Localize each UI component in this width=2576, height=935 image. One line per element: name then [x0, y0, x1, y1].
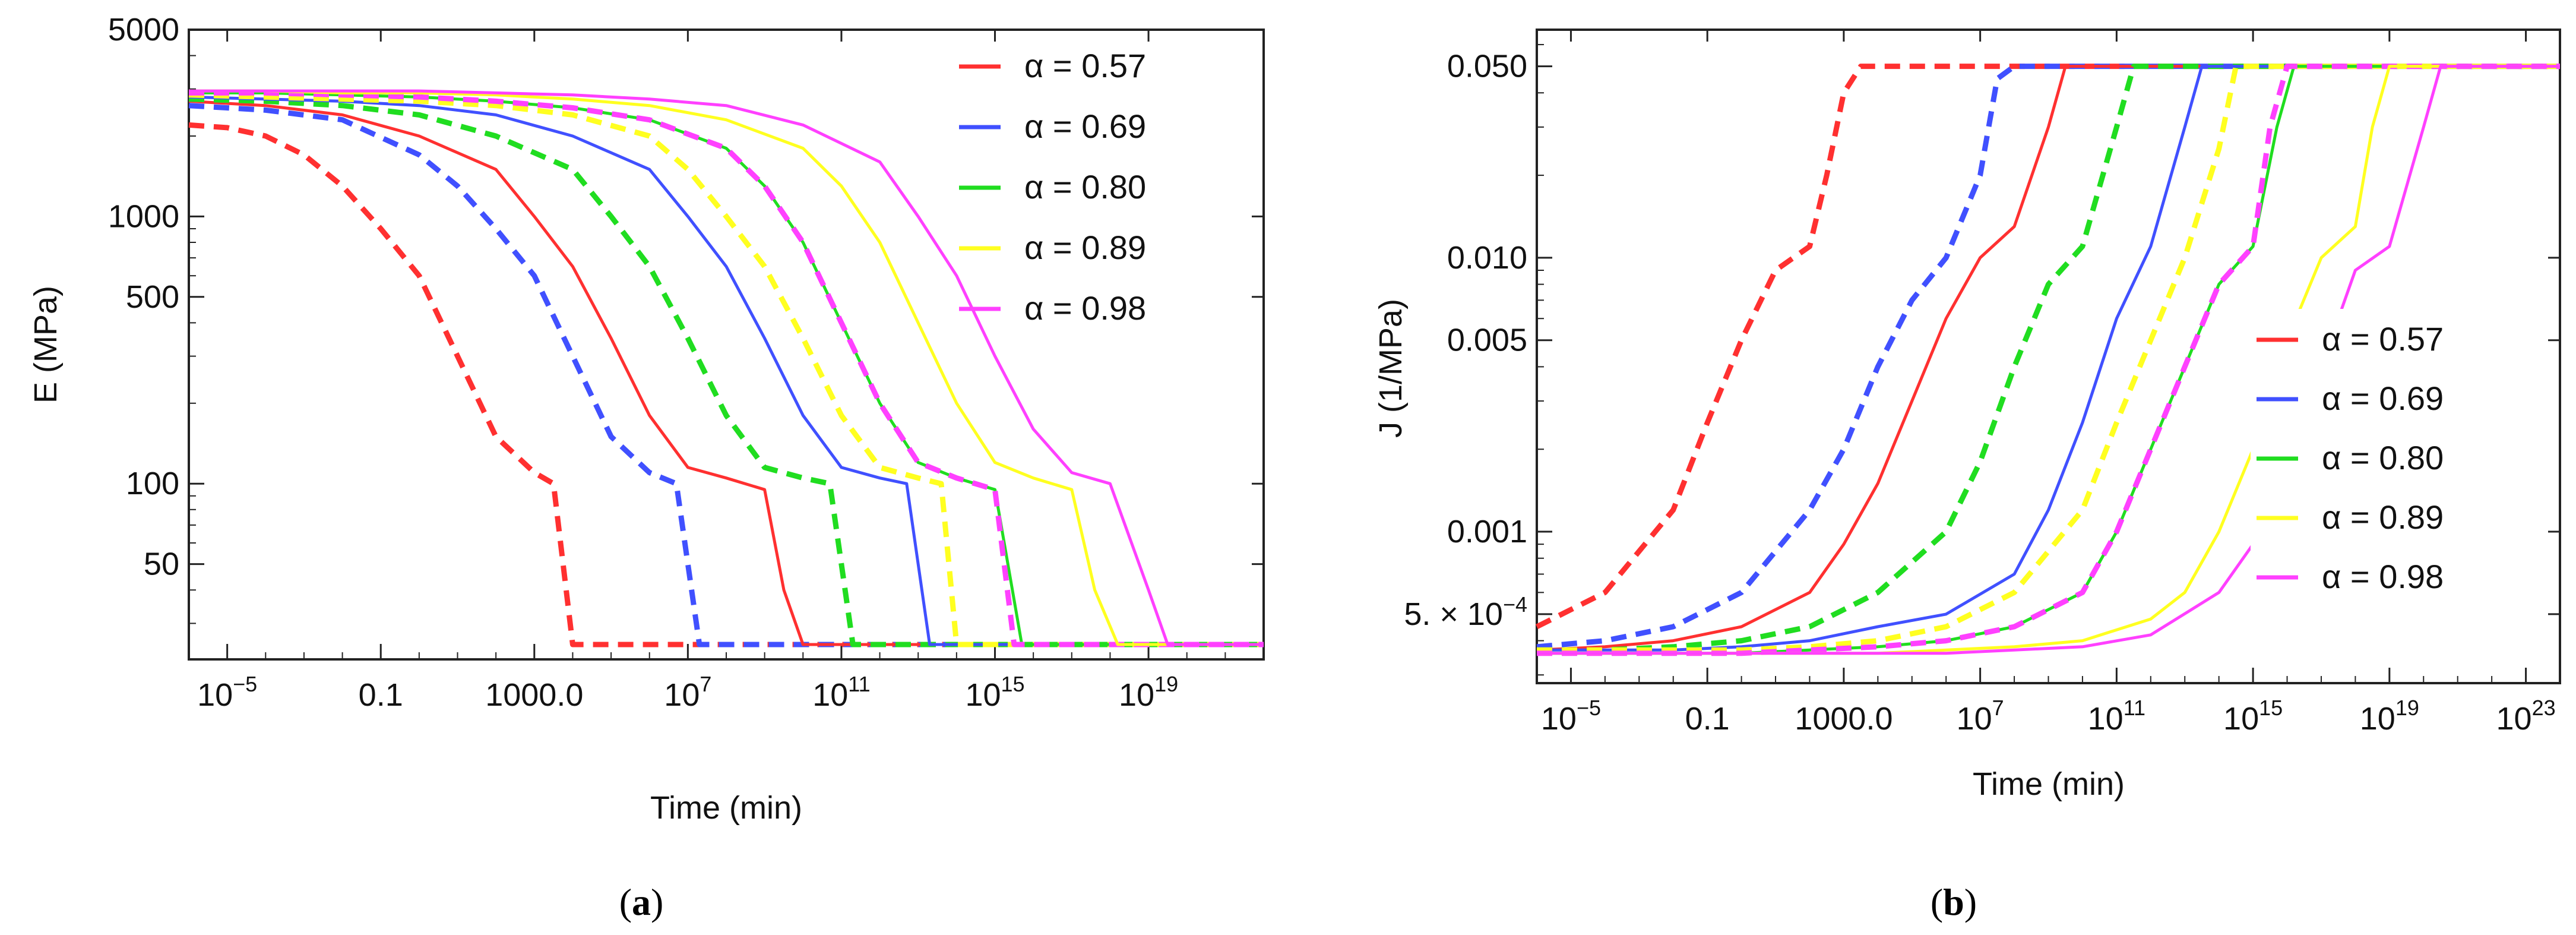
chart-b-ytick-label: 0.001	[1447, 514, 1527, 549]
chart-b-xtick-exp: 19	[2395, 696, 2419, 720]
chart-b-xtick-base: 10	[2360, 701, 2395, 737]
chart-b-ytick-exp: −4	[1503, 592, 1527, 617]
chart-b: 10−5 0.1 1000.0 107 1011 1015 1019 10230.0500.0…	[1373, 29, 2561, 923]
chart-b-legend-label: α = 0.69	[2322, 380, 2444, 417]
chart-a-ytick-label: 5000	[108, 12, 179, 48]
chart-a-xtick-base: 10	[812, 677, 848, 713]
chart-b-ytick-label: 5. × 10−4	[1404, 592, 1527, 632]
chart-b-xlabel: Time (min)	[1973, 766, 2125, 802]
chart-a-legend-label: α = 0.98	[1024, 289, 1146, 327]
chart-a-ytick-label: 500	[126, 279, 179, 315]
chart-b-xtick-label: 1023	[2496, 696, 2556, 737]
chart-b-ytick-label: 0.010	[1447, 240, 1527, 276]
chart-a-series-line	[189, 89, 1264, 646]
chart-a-xtick-label: 1019	[1119, 672, 1178, 713]
chart-a-xtick-exp: 11	[848, 672, 870, 696]
chart-b-legend-label: α = 0.57	[2322, 320, 2444, 358]
chart-b-series-line	[1537, 64, 2560, 653]
chart-b-xtick-exp: 7	[1992, 696, 2004, 720]
chart-a-xtick-exp: −5	[233, 672, 257, 696]
chart-b-legend-label: α = 0.80	[2322, 439, 2444, 476]
chart-a-xtick-label: 1000.0	[485, 677, 583, 713]
chart-a-legend-label: α = 0.69	[1024, 108, 1146, 145]
chart-a-series-line	[189, 90, 1264, 647]
chart-a-ticks: 10−5 0.1 1000.0 107 1011 1015 1019500010005001…	[108, 12, 1264, 713]
chart-b-xtick-exp: −5	[1577, 696, 1601, 720]
chart-a-xtick-base: 10	[965, 677, 1001, 713]
chart-a-caption: (a)	[619, 881, 664, 923]
chart-a-xtick-base: 10	[197, 677, 233, 713]
chart-b-series-line	[1537, 65, 2560, 655]
chart-a-xtick-label: 1015	[965, 672, 1024, 713]
chart-a-xtick-label: 1011	[812, 672, 870, 713]
chart-b-xtick-base: 10	[2088, 701, 2124, 737]
chart-b-xtick-label: 10−5	[1541, 696, 1601, 737]
chart-a-xtick-exp: 7	[700, 672, 711, 696]
chart-a-xtick-label: 107	[664, 672, 711, 713]
chart-a-xtick-base: 10	[664, 677, 700, 713]
chart-b-ytick-base: 5. × 10	[1404, 596, 1503, 632]
chart-a-ytick-label: 1000	[108, 198, 179, 234]
chart-b-series-line	[1537, 65, 2560, 652]
chart-b-xtick-label: 1000.0	[1795, 701, 1893, 737]
chart-b-xtick-label: 1011	[2088, 696, 2145, 737]
chart-a-legend-label: α = 0.80	[1024, 168, 1146, 206]
chart-a-ylabel: E (MPa)	[28, 286, 64, 403]
chart-b-ytick-label: 0.005	[1447, 323, 1527, 358]
chart-a-ytick-label: 100	[126, 466, 179, 501]
chart-b-xtick-label: 107	[1957, 696, 2004, 737]
chart-b-xtick-base: 10	[1957, 701, 1992, 737]
chart-a-legend: α = 0.57 α = 0.69 α = 0.80 α = 0.89 α = 0.98	[959, 47, 1146, 327]
chart-b-caption: (b)	[1931, 881, 1977, 923]
chart-b-xtick-exp: 15	[2259, 696, 2283, 720]
chart-b-xtick-exp: 11	[2124, 696, 2145, 720]
chart-a-legend-label: α = 0.89	[1024, 229, 1146, 266]
chart-b-ytick-label: 0.050	[1447, 49, 1527, 84]
chart-b-xtick-base: 10	[1541, 701, 1577, 737]
chart-a-xtick-label: 10−5	[197, 672, 257, 713]
chart-b-legend: α = 0.57 α = 0.69 α = 0.80 α = 0.89 α = 0.98	[2251, 309, 2530, 630]
chart-b-legend-label: α = 0.89	[2322, 498, 2444, 536]
chart-a-xlabel: Time (min)	[650, 790, 802, 826]
chart-a-series-line	[188, 122, 1264, 647]
chart-b-xtick-label: 0.1	[1685, 701, 1730, 737]
chart-b-legend-label: α = 0.98	[2322, 558, 2444, 595]
chart-b-xtick-exp: 23	[2532, 696, 2556, 720]
chart-b-ylabel: J (1/MPa)	[1373, 299, 1409, 438]
chart-b-series	[1535, 64, 2560, 656]
chart-b-ticks: 10−5 0.1 1000.0 107 1011 1015 1019 10230.0500.0…	[1404, 30, 2561, 737]
chart-a: 10−5 0.1 1000.0 107 1011 1015 1019500010005001…	[28, 12, 1265, 923]
chart-a-xtick-exp: 15	[1001, 672, 1025, 696]
chart-a-xtick-label: 0.1	[359, 677, 403, 713]
chart-b-series-line	[1536, 64, 2560, 650]
chart-a-series	[188, 89, 1264, 647]
chart-a-series-line	[189, 89, 1264, 646]
chart-b-xtick-label: 1015	[2223, 696, 2283, 737]
chart-b-xtick-base: 10	[2223, 701, 2259, 737]
chart-b-xtick-base: 10	[2496, 701, 2532, 737]
chart-a-ytick-label: 50	[144, 547, 179, 582]
chart-b-xtick-label: 1019	[2360, 696, 2419, 737]
chart-a-xtick-base: 10	[1119, 677, 1154, 713]
chart-a-legend-label: α = 0.57	[1024, 47, 1146, 84]
chart-a-frame	[188, 29, 1265, 661]
chart-a-xtick-exp: 19	[1154, 672, 1178, 696]
